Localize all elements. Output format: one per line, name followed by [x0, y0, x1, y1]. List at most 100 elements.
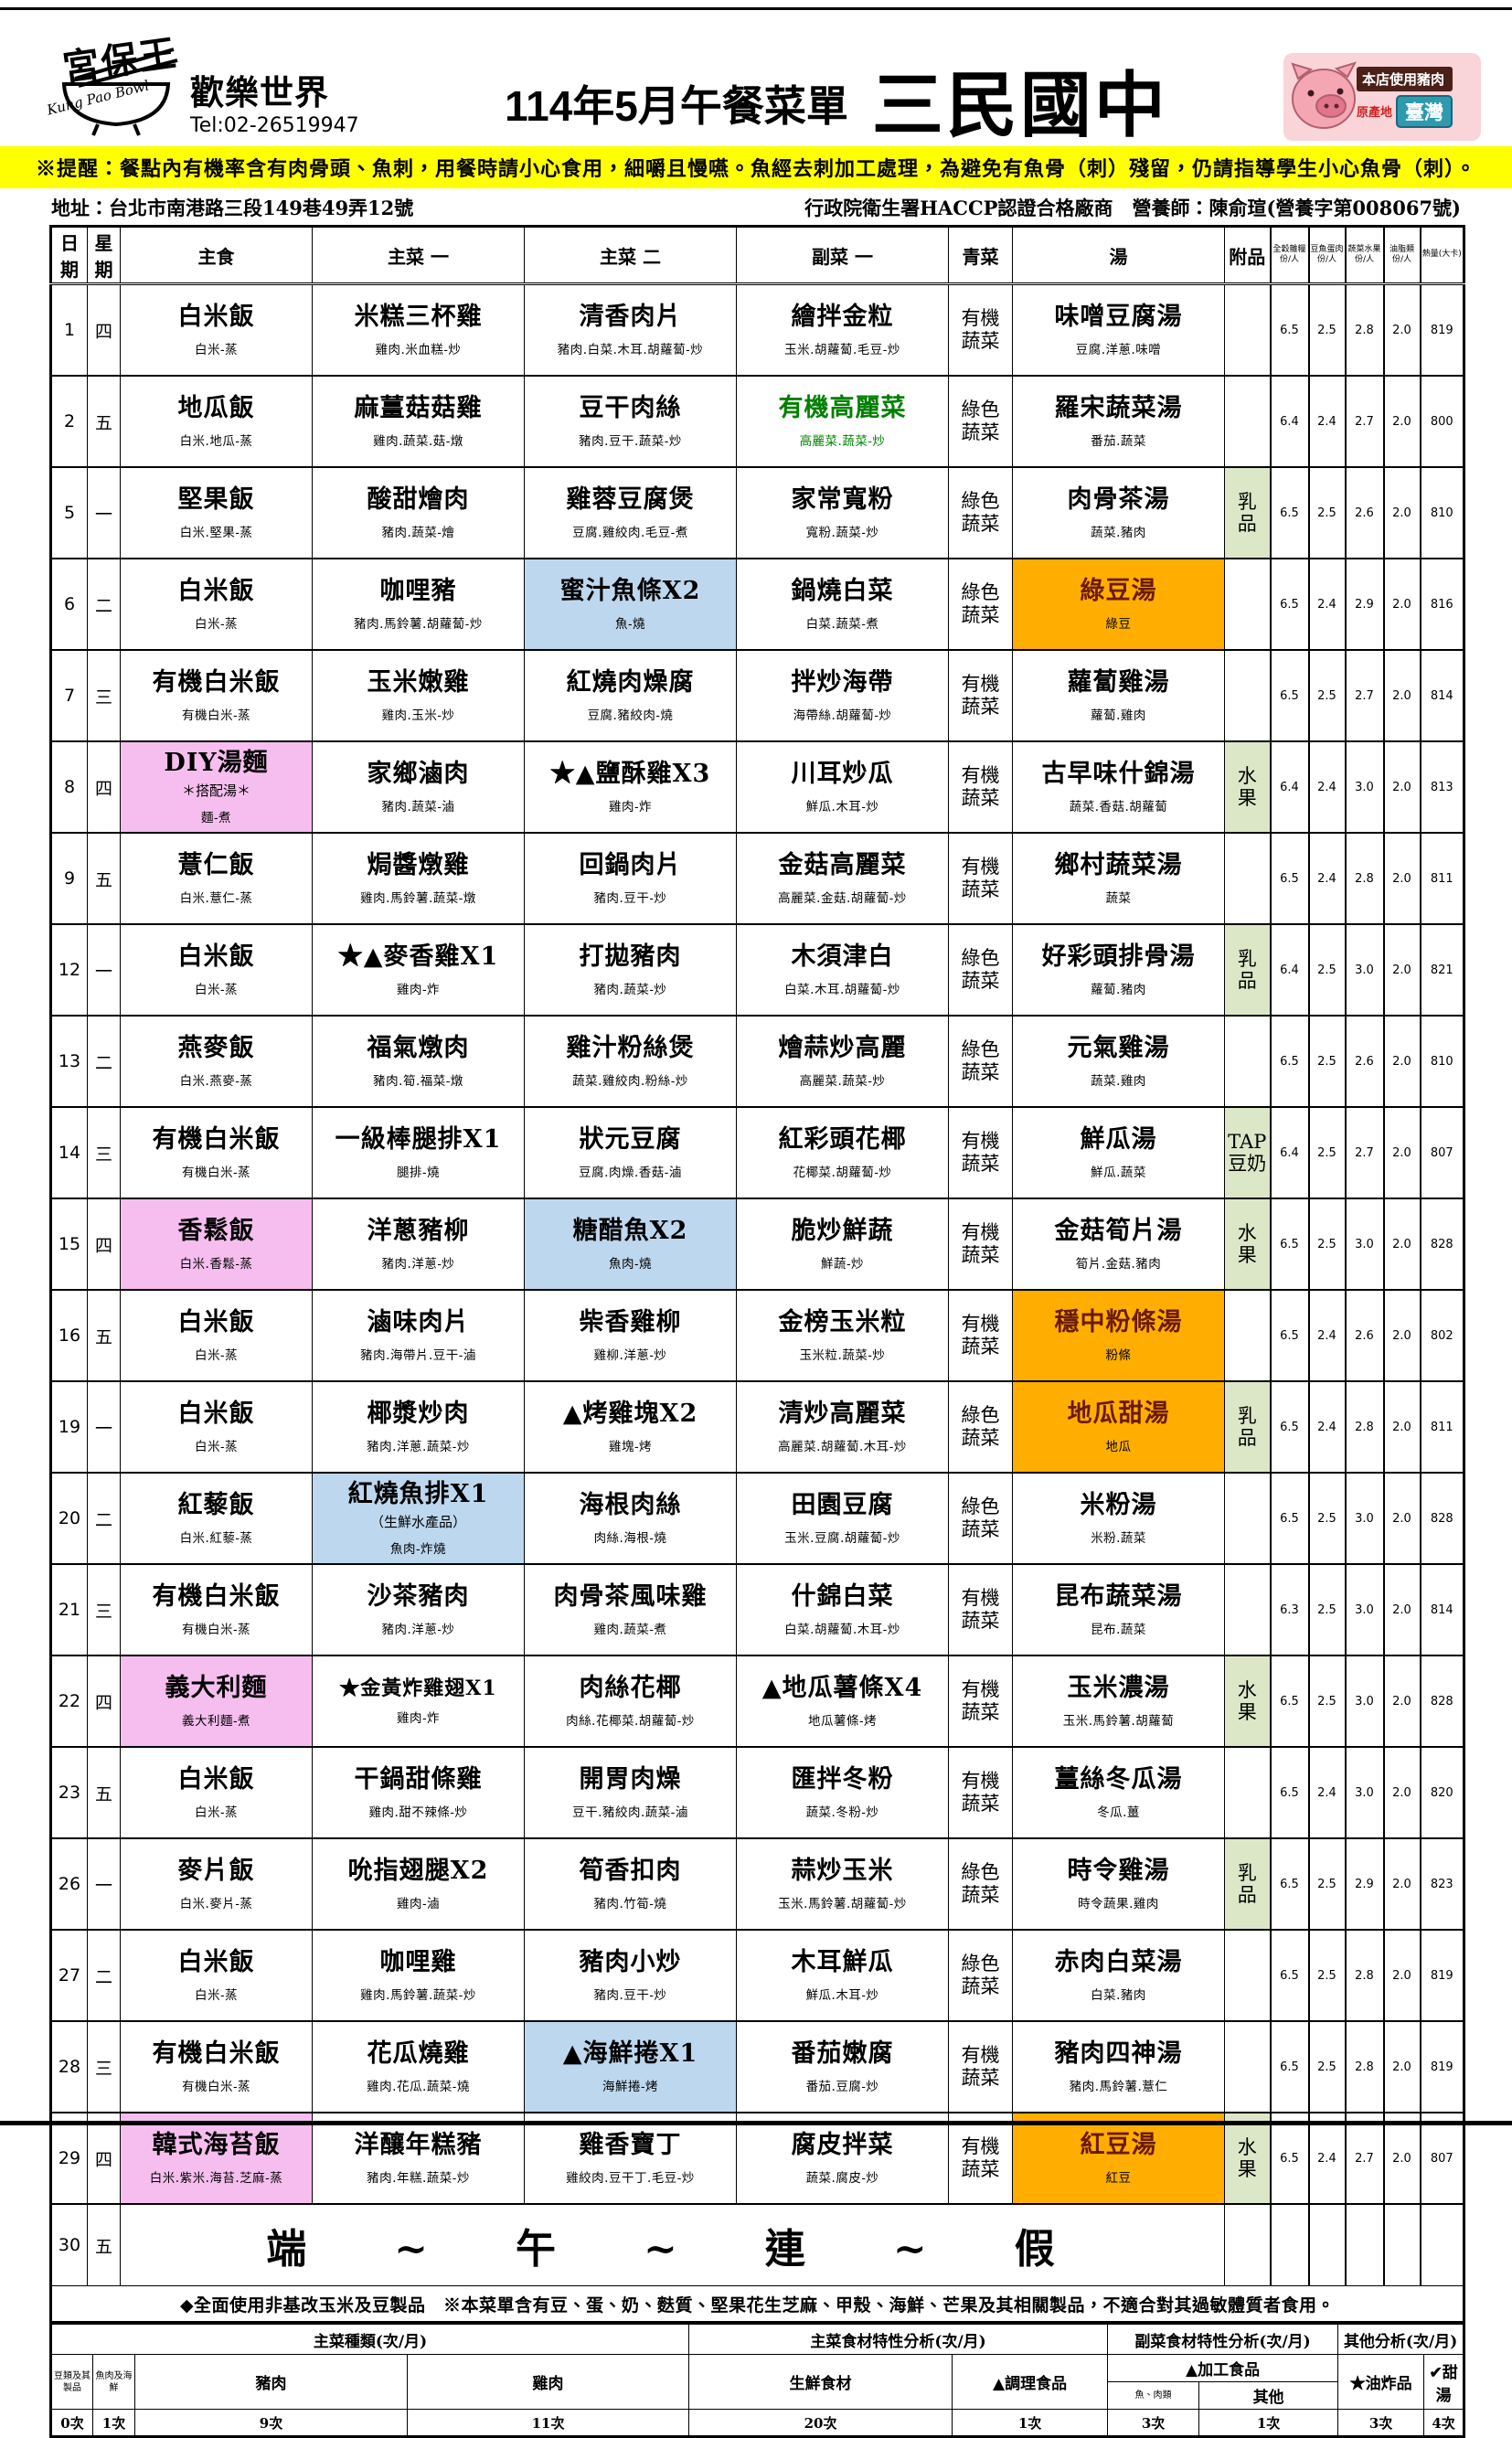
- vegetable-cell: 綠色蔬菜: [948, 1015, 1013, 1108]
- footnote-row: ◆全面使用非基改玉米及豆製品 ※本菜單含有豆、蛋、奶、麩質、堅果花生芝麻、甲殼、…: [50, 2285, 1464, 2323]
- nutrition-cell: 2.0: [1382, 923, 1421, 1017]
- nutrition-cell: 6.5: [1269, 1198, 1309, 1291]
- vegetable-cell: 有機蔬菜: [948, 1655, 1013, 1748]
- staple-cell: 白米飯 白米-蒸: [120, 1380, 313, 1474]
- soup-name: 元氣雞湯: [1067, 1033, 1170, 1062]
- nutrition-cell: 3.0: [1344, 1563, 1384, 1656]
- vegetable-cell: 綠色蔬菜: [948, 466, 1013, 559]
- nutrition-cell: 2.0: [1382, 1106, 1421, 1199]
- value-prepared-food: 1次: [952, 2409, 1109, 2437]
- side1-cell: 有機高麗菜 高麗菜.蔬菜-炒: [736, 375, 949, 468]
- allergy-notice-strip: ※提醒：餐點內有機率含有肉骨頭、魚刺，用餐時請小心食用，細嚼且慢嚥。魚經去刺加工…: [0, 146, 1512, 188]
- main1-name: 紅燒魚排X1: [347, 1480, 489, 1509]
- col-header-calories: 熱量(大卡): [1419, 226, 1464, 285]
- nutrition-cell: 2.0: [1382, 832, 1421, 925]
- side1-ingredients: 鮮瓜.木耳-炒: [805, 800, 879, 815]
- date-cell: 1: [50, 282, 88, 377]
- side1-cell: ▲地瓜薯條X4 地瓜薯條-烤: [736, 1655, 949, 1748]
- page-bottom-rule: [0, 2121, 1512, 2125]
- nutrition-cell: 2.5: [1307, 1106, 1346, 1199]
- badge-origin-label: 原產地: [1357, 106, 1393, 120]
- main1-cell: 滷味肉片 豬肉.海帶片.豆干-滷: [312, 1289, 525, 1382]
- menu-row: 13 二燕麥飯 白米.燕麥-蒸 福氣燉肉 豬肉.筍.福菜-燉 雞汁粉絲煲 蔬菜.雞絞肉.粉絲…: [50, 1015, 1464, 1108]
- side1-cell: 金榜玉米粒 玉米粒.蔬菜-炒: [736, 1289, 949, 1382]
- main1-ingredients: 豬肉.年糕.蔬菜-炒: [367, 2171, 470, 2187]
- date-cell: 21: [50, 1563, 88, 1656]
- analysis-section-row: 主菜種類(次/月) 主菜食材特性分析(次/月) 副菜食材特性分析(次/月) 其他…: [49, 2324, 1465, 2355]
- nutrition-cell: 2.8: [1344, 1380, 1384, 1474]
- main2-cell: 豆干肉絲 豬肉.豆干.蔬菜-炒: [524, 375, 737, 468]
- main1-ingredients: 豬肉.蔬菜-滷: [381, 800, 455, 815]
- soup-ingredients: 豆腐.洋蔥.味噌: [1075, 343, 1162, 358]
- nutrition-cell: 816: [1419, 558, 1464, 651]
- side1-cell: 匯拌冬粉 蔬菜.冬粉-炒: [736, 1746, 949, 1839]
- main1-name: 滷味肉片: [367, 1307, 470, 1336]
- nutrition-cell: 2.6: [1344, 1015, 1384, 1108]
- nutrition-cell: 819: [1419, 1929, 1464, 2022]
- side1-cell: 拌炒海帶 海帶絲.胡蘿蔔-炒: [736, 649, 949, 742]
- side1-ingredients: 高麗菜.胡蘿蔔.木耳-炒: [778, 1440, 907, 1455]
- main1-name: 家鄉滷肉: [367, 759, 470, 788]
- nutrition-cell: 6.4: [1269, 375, 1309, 468]
- main1-name: 吮指翅腿X2: [347, 1856, 489, 1885]
- staple-name: 堅果飯: [177, 484, 255, 514]
- nutrition-cell: 6.3: [1269, 1563, 1309, 1656]
- extra-cell: TAP 豆奶: [1224, 1106, 1271, 1199]
- soup-ingredients: 米粉.蔬菜: [1091, 1531, 1146, 1547]
- side1-name: 田園豆腐: [791, 1490, 894, 1519]
- side1-name: 清炒高麗菜: [778, 1399, 907, 1428]
- staple-ingredients: 白米-蒸: [194, 1988, 239, 2004]
- nutrition-cell: 2.4: [1307, 2112, 1346, 2205]
- side1-name: 木須津白: [791, 942, 894, 971]
- nutrition-cell: 6.4: [1269, 923, 1309, 1017]
- side1-cell: 腐皮拌菜 蔬菜.腐皮-炒: [736, 2112, 949, 2205]
- staple-ingredients: 白米-蒸: [194, 983, 239, 998]
- menu-row: 20 二紅藜飯 白米.紅藜-蒸 紅燒魚排X1 （生鮮水產品） 魚肉-炸燒 海根肉絲 肉絲.海根…: [50, 1472, 1464, 1565]
- side1-ingredients: 蔬菜.腐皮-炒: [805, 2171, 879, 2187]
- nutrition-cell: 2.4: [1307, 1289, 1346, 1382]
- logo-tel: Tel:02-26519947: [190, 114, 359, 137]
- menu-footnote: ◆全面使用非基改玉米及豆製品 ※本菜單含有豆、蛋、奶、麩質、堅果花生芝麻、甲殼、…: [50, 2285, 1464, 2323]
- nutrition-cell: 2.0: [1382, 1472, 1421, 1565]
- main1-name: 干鍋甜條雞: [354, 1764, 483, 1794]
- date-cell: 19: [50, 1380, 88, 1474]
- staple-ingredients: 有機白米-蒸: [181, 2080, 251, 2095]
- vegetable-cell: 綠色蔬菜: [948, 1472, 1013, 1565]
- soup-ingredients: 蘿蔔.雞肉: [1091, 708, 1146, 724]
- nutrition-cell: 2.5: [1307, 2020, 1346, 2113]
- nutrition-cell: 2.0: [1382, 282, 1421, 377]
- main2-name: 雞蓉豆腐煲: [566, 484, 695, 514]
- side1-name: 紅彩頭花椰: [778, 1124, 907, 1154]
- side1-ingredients: 白菜.木耳.胡蘿蔔-炒: [784, 983, 900, 998]
- nutrition-cell: 2.5: [1307, 1929, 1346, 2022]
- main2-cell: 雞蓉豆腐煲 豆腐.雞絞肉.毛豆-煮: [524, 466, 737, 559]
- menu-row: 21 三有機白米飯 有機白米-蒸 沙茶豬肉 豬肉.洋蔥-炒 肉骨茶風味雞 雞肉.蔬菜-煮 什錦…: [50, 1563, 1464, 1656]
- soup-name: 地瓜甜湯: [1067, 1399, 1170, 1428]
- staple-cell: 麥片飯 白米.麥片-蒸: [120, 1837, 313, 1931]
- value-pork: 9次: [134, 2409, 408, 2437]
- side1-ingredients: 玉米.豆腐.胡蘿蔔-炒: [784, 1531, 900, 1547]
- badge-text-block: 本店使用豬肉 原產地 臺灣: [1357, 66, 1453, 128]
- col-bean-products: 豆類及其製品: [50, 2354, 93, 2410]
- menu-row: 8 四 DIY湯麵 ＊搭配湯＊ 麵-煮 家鄉滷肉 豬肉.蔬菜-滷 ★▲鹽酥雞X3 雞肉-炸 川耳炒…: [50, 740, 1464, 834]
- logo-world-text: 歡樂世界: [190, 72, 329, 112]
- menu-row: 23 五白米飯 白米-蒸 干鍋甜條雞 雞肉.甜不辣條-炒 開胃肉燥 豆干.豬絞肉.蔬菜-滷匯…: [50, 1746, 1464, 1839]
- nutrition-cell: 828: [1419, 1198, 1464, 1291]
- nutrition-cell: 2.4: [1307, 558, 1346, 651]
- soup-name: 鮮瓜湯: [1080, 1124, 1157, 1154]
- staple-cell: 堅果飯白米.堅果-蒸: [120, 466, 313, 559]
- menu-header-row: 日期 星期 主食 主菜 一 主菜 二 副菜 一 青菜 湯 附品 全穀雜糧 份/人…: [50, 226, 1464, 285]
- vegetable-cell: 綠色蔬菜: [948, 1380, 1013, 1474]
- soup-ingredients: 蔬菜.豬肉: [1091, 526, 1146, 541]
- nutrition-cell: 828: [1419, 1655, 1464, 1748]
- side1-ingredients: 番茄.豆腐-炒: [805, 2080, 879, 2095]
- staple-note: ＊搭配湯＊: [181, 782, 250, 799]
- staple-ingredients: 白米.堅果-蒸: [179, 526, 253, 541]
- main2-ingredients: 豆干.豬絞肉.蔬菜-滷: [572, 1805, 688, 1821]
- main1-cell: 洋釀年糕豬 豬肉.年糕.蔬菜-炒: [312, 2112, 525, 2205]
- main2-cell: 紅燒肉燥腐 豆腐.豬絞肉-燒: [524, 649, 737, 742]
- side1-name: 匯拌冬粉: [791, 1764, 894, 1794]
- side1-name: 鍋燒白菜: [791, 576, 894, 605]
- nutrition-cell: 2.9: [1344, 558, 1384, 651]
- staple-cell: 有機白米飯 有機白米-蒸: [120, 2020, 313, 2113]
